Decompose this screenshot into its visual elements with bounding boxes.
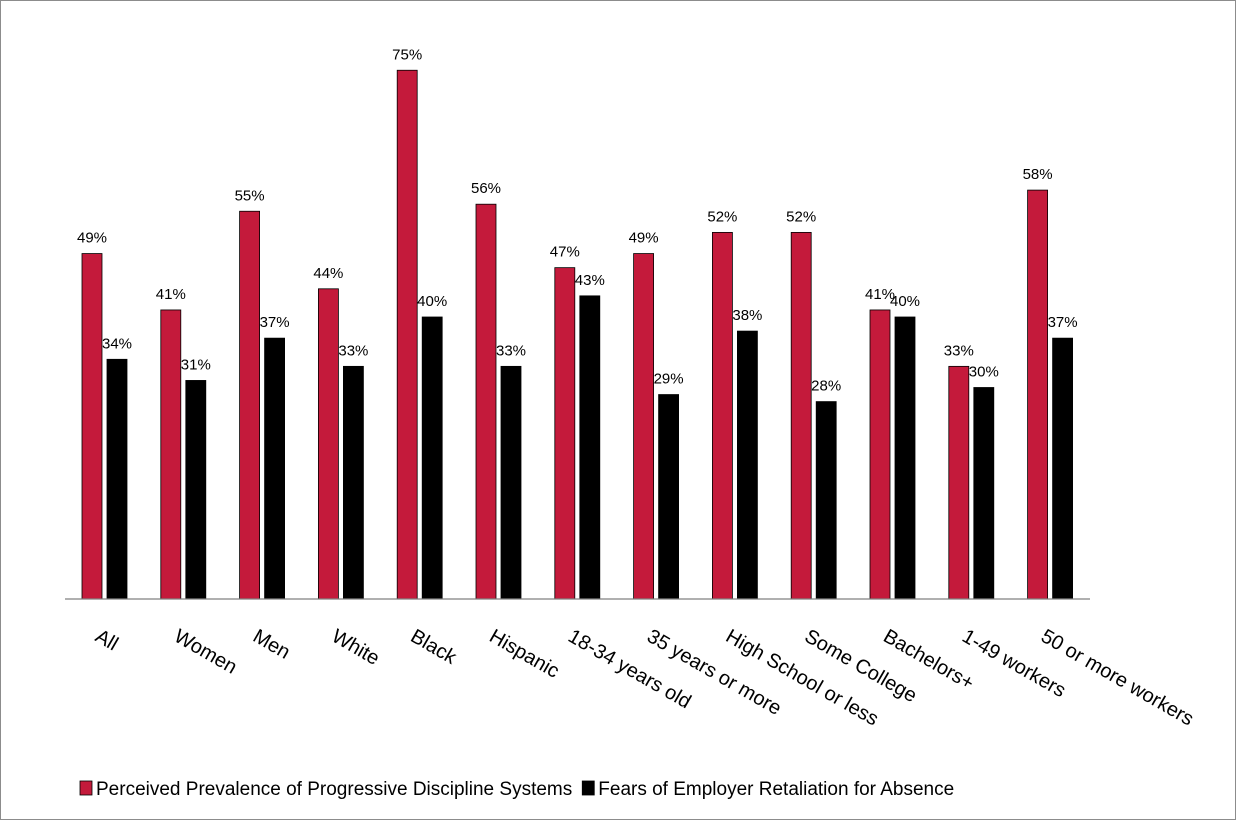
bar-series-1-8 [712, 231, 733, 600]
bar-series-2-0 [106, 358, 128, 600]
data-label-series-2-6: 43% [575, 272, 605, 289]
bar-series-1-3 [317, 288, 339, 600]
bar-series-1-6 [554, 267, 576, 600]
category-label-1: Women [170, 625, 240, 678]
legend-label-series-1: Perceived Prevalence of Progressive Disc… [96, 779, 572, 800]
bar-series-2-8 [737, 330, 758, 600]
bar-series-2-6 [579, 295, 601, 600]
data-label-series-2-11: 30% [969, 364, 999, 381]
category-label-3: White [328, 625, 383, 670]
bar-series-1-12 [1027, 189, 1048, 600]
bar-series-1-0 [81, 253, 103, 600]
bar-series-1-10 [869, 309, 891, 600]
category-label-5: Hispanic [486, 625, 563, 682]
data-label-series-2-12: 37% [1048, 314, 1078, 331]
data-label-series-2-3: 33% [338, 342, 368, 359]
category-labels-layer: All Women Men White Black Hispanic 18-34 years… [92, 625, 1198, 730]
legend-swatch-series-2 [581, 780, 595, 796]
bar-series-1-9 [790, 231, 812, 600]
data-label-series-2-1: 31% [181, 356, 211, 373]
bar-series-1-2 [239, 210, 261, 600]
bar-series-2-9 [815, 401, 837, 600]
category-label-0: All [92, 625, 122, 655]
bars-layer [81, 69, 1073, 600]
bar-series-2-4 [421, 316, 443, 600]
bar-series-2-1 [185, 380, 207, 600]
legend: Perceived Prevalence of Progressive Disc… [79, 779, 954, 800]
data-label-series-2-9: 28% [811, 378, 841, 395]
bar-series-1-1 [160, 309, 182, 600]
data-label-series-2-7: 29% [654, 371, 684, 388]
data-label-series-1-0: 49% [77, 230, 107, 247]
bar-series-2-7 [658, 394, 679, 600]
data-label-series-1-12: 58% [1023, 166, 1053, 183]
category-label-2: Men [249, 625, 294, 664]
data-label-series-1-9: 52% [786, 208, 816, 225]
data-label-series-1-2: 55% [235, 187, 265, 204]
data-label-series-1-5: 56% [471, 180, 501, 197]
data-label-series-2-8: 38% [732, 307, 762, 324]
data-label-series-2-0: 34% [102, 335, 132, 352]
data-label-series-1-10: 41% [865, 286, 895, 303]
data-label-series-1-4: 75% [392, 46, 422, 63]
data-label-series-1-6: 47% [550, 244, 580, 261]
bar-series-1-11 [948, 365, 970, 600]
bar-series-2-10 [894, 316, 916, 600]
bar-series-2-11 [973, 387, 995, 600]
data-label-series-1-11: 33% [944, 342, 974, 359]
data-label-series-2-4: 40% [417, 293, 447, 310]
category-label-4: Black [407, 625, 461, 669]
legend-swatch-series-1 [79, 780, 93, 796]
data-label-series-1-3: 44% [313, 265, 343, 282]
data-label-series-2-5: 33% [496, 342, 526, 359]
bar-series-2-5 [500, 365, 522, 600]
data-label-series-1-8: 52% [707, 208, 737, 225]
data-label-series-1-1: 41% [156, 286, 186, 303]
data-label-series-1-7: 49% [629, 230, 659, 247]
bar-series-2-2 [264, 337, 286, 600]
bar-series-1-4 [396, 69, 418, 600]
legend-label-series-2: Fears of Employer Retaliation for Absenc… [598, 779, 954, 800]
bar-series-2-12 [1052, 337, 1073, 600]
bar-series-1-7 [633, 253, 654, 600]
category-label-7: 35 years or more [643, 625, 785, 720]
bar-series-1-5 [475, 203, 497, 600]
data-label-series-2-10: 40% [890, 293, 920, 310]
bar-series-2-3 [342, 365, 364, 600]
data-label-series-2-2: 37% [260, 314, 290, 331]
data-labels-layer: 49% 34% 41% 31% 55% 37% 44% 33% 75% 40% 56% 33% 47% 4… [77, 46, 1078, 394]
